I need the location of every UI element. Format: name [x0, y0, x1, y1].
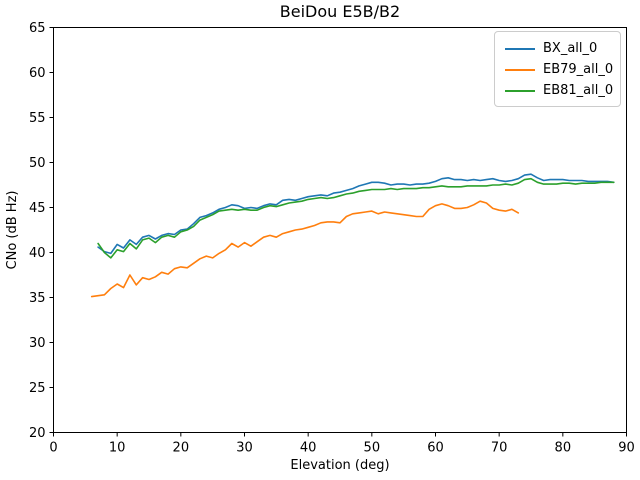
legend-item: EB81_all_0 — [505, 80, 620, 101]
legend-line-sample — [505, 47, 535, 50]
y-tick-label: 50 — [29, 156, 46, 171]
y-tick-label: 60 — [29, 66, 46, 81]
tick-labels: 0 10 20 30 40 50 60 70 80 90 20 25 30 35 40 45 50 55 60 65 — [29, 21, 635, 456]
y-tick-label: 55 — [29, 111, 46, 126]
series-line-EB81_all_0 — [97, 177, 615, 259]
legend-label: EB81_all_0 — [543, 83, 614, 98]
legend-item: EB79_all_0 — [505, 59, 620, 80]
x-tick-label: 40 — [300, 441, 317, 456]
x-tick-label: 20 — [173, 441, 190, 456]
axes-frame — [49, 27, 627, 437]
x-tick-label: 0 — [49, 441, 57, 456]
x-tick-label: 50 — [364, 441, 381, 456]
legend: BX_all_0 EB79_all_0 EB81_all_0 — [494, 31, 621, 107]
x-tick-label: 80 — [555, 441, 572, 456]
series-line-BX_all_0 — [97, 173, 615, 255]
series-lines — [90, 173, 615, 298]
y-tick-label: 65 — [29, 21, 46, 36]
y-tick-label: 35 — [29, 291, 46, 306]
chart-title: BeiDou E5B/B2 — [280, 2, 400, 21]
y-axis-label: CNo (dB Hz) — [5, 191, 20, 270]
legend-label: BX_all_0 — [543, 41, 598, 56]
x-tick-label: 10 — [109, 441, 126, 456]
legend-item: BX_all_0 — [505, 38, 620, 59]
y-tick-label: 45 — [29, 201, 46, 216]
legend-label: EB79_all_0 — [543, 62, 614, 77]
plot-border — [53, 27, 627, 433]
series-line-EB79_all_0 — [90, 200, 520, 298]
x-tick-label: 90 — [618, 441, 635, 456]
legend-line-sample — [505, 89, 535, 92]
y-tick-label: 30 — [29, 336, 46, 351]
x-tick-label: 70 — [491, 441, 508, 456]
x-axis-label: Elevation (deg) — [290, 458, 389, 473]
y-tick-label: 40 — [29, 246, 46, 261]
legend-line-sample — [505, 68, 535, 71]
x-tick-label: 30 — [236, 441, 253, 456]
x-tick-label: 60 — [427, 441, 444, 456]
y-tick-label: 20 — [29, 426, 46, 441]
y-tick-label: 25 — [29, 381, 46, 396]
